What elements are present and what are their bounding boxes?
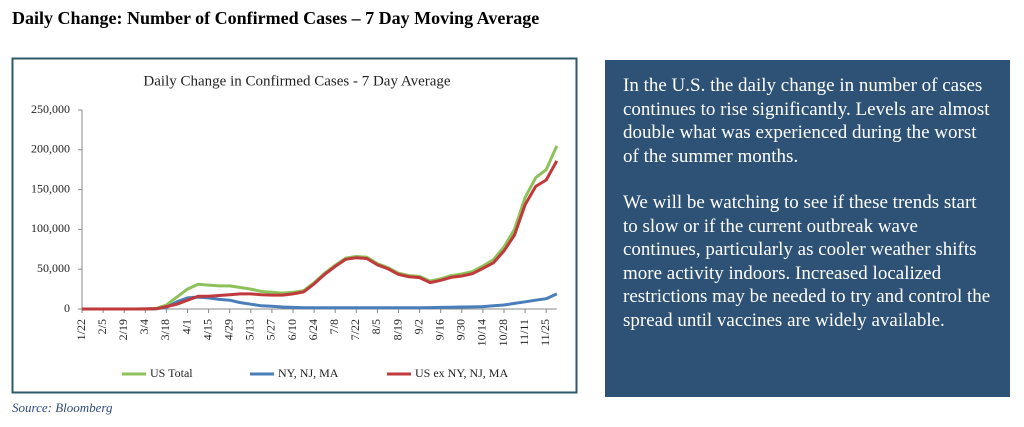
x-tick-label: 9/30 — [454, 319, 468, 340]
y-tick-label: 200,000 — [31, 142, 70, 156]
y-tick-label: 50,000 — [37, 261, 70, 275]
y-tick-label: 150,000 — [31, 181, 70, 195]
source: Source: Bloomberg — [12, 400, 113, 415]
x-tick-label: 8/19 — [390, 319, 404, 340]
x-tick-label: 2/5 — [95, 319, 109, 334]
commentary-box: In the U.S. the daily change in number o… — [605, 60, 1010, 397]
x-tick-label: 9/16 — [432, 319, 446, 340]
x-tick-label: 5/27 — [264, 319, 278, 340]
x-tick-label: 10/28 — [496, 319, 510, 346]
commentary-paragraph: In the U.S. the daily change in number o… — [623, 75, 990, 167]
x-tick-label: 5/13 — [243, 319, 257, 340]
x-tick-label: 11/11 — [517, 319, 531, 345]
x-tick-label: 3/4 — [137, 319, 151, 334]
page-title: Daily Change: Number of Confirmed Cases … — [12, 8, 539, 28]
x-tick-label: 9/2 — [411, 319, 425, 334]
x-tick-label: 4/29 — [221, 319, 235, 340]
x-tick-label: 7/8 — [327, 319, 341, 334]
legend-label: US ex NY, NJ, MA — [415, 366, 508, 380]
legend-label: NY, NJ, MA — [278, 366, 339, 380]
y-tick-label: 100,000 — [31, 221, 70, 235]
x-tick-label: 4/1 — [179, 319, 193, 334]
x-tick-label: 6/10 — [285, 319, 299, 340]
legend-label: US Total — [150, 366, 193, 380]
commentary-paragraph: We will be watching to see if these tren… — [623, 192, 991, 331]
x-tick-label: 2/19 — [116, 319, 130, 340]
x-tick-label: 4/15 — [200, 319, 214, 340]
x-tick-label: 6/24 — [306, 319, 320, 340]
x-tick-label: 10/14 — [475, 319, 489, 346]
x-tick-label: 8/5 — [369, 319, 383, 334]
y-tick-label: 250,000 — [31, 102, 70, 116]
chart-title: Daily Change in Confirmed Cases - 7 Day … — [143, 73, 450, 89]
chart-frame — [11, 57, 578, 394]
series-line — [82, 160, 559, 311]
x-tick-label: 7/22 — [348, 319, 362, 340]
y-tick-label: 0 — [64, 301, 70, 315]
x-tick-label: 3/18 — [158, 319, 172, 340]
x-tick-label: 11/25 — [538, 319, 552, 346]
x-tick-label: 1/22 — [74, 319, 88, 340]
